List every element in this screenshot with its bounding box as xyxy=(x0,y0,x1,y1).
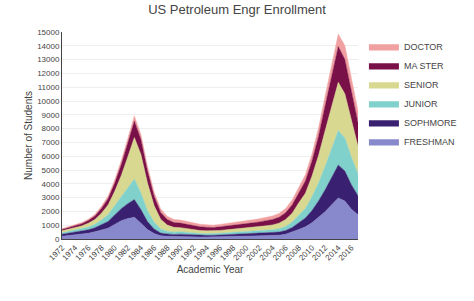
svg-text:1984: 1984 xyxy=(126,243,145,262)
svg-text:8000: 8000 xyxy=(42,124,60,133)
svg-text:2008: 2008 xyxy=(284,243,303,262)
svg-text:DOCTOR: DOCTOR xyxy=(404,42,443,52)
svg-text:5000: 5000 xyxy=(42,166,60,175)
svg-text:4000: 4000 xyxy=(42,180,60,189)
svg-text:1994: 1994 xyxy=(192,243,211,262)
svg-text:SENIOR: SENIOR xyxy=(404,80,439,90)
svg-text:2000: 2000 xyxy=(231,243,250,262)
svg-text:Academic Year: Academic Year xyxy=(177,264,244,275)
svg-text:2016: 2016 xyxy=(337,243,356,262)
svg-text:US Petroleum Engr Enrollment: US Petroleum Engr Enrollment xyxy=(148,2,326,17)
svg-text:11000: 11000 xyxy=(38,83,60,92)
svg-text:2014: 2014 xyxy=(324,243,343,262)
svg-text:0: 0 xyxy=(55,235,60,244)
svg-text:10000: 10000 xyxy=(37,97,60,106)
svg-text:1978: 1978 xyxy=(87,243,106,262)
svg-text:JUNIOR: JUNIOR xyxy=(404,99,438,109)
svg-text:2002: 2002 xyxy=(245,243,264,262)
svg-text:1988: 1988 xyxy=(153,243,172,262)
svg-text:1972: 1972 xyxy=(47,243,66,262)
svg-text:7000: 7000 xyxy=(42,138,60,147)
svg-text:14000: 14000 xyxy=(37,42,60,51)
svg-text:1998: 1998 xyxy=(218,243,237,262)
svg-text:2012: 2012 xyxy=(310,243,329,262)
svg-text:3000: 3000 xyxy=(42,193,60,202)
svg-text:Number of Students: Number of Students xyxy=(23,91,34,180)
svg-text:2004: 2004 xyxy=(258,243,277,262)
svg-text:6000: 6000 xyxy=(42,152,60,161)
svg-text:9000: 9000 xyxy=(42,111,60,120)
svg-text:1996: 1996 xyxy=(205,243,224,262)
svg-text:1976: 1976 xyxy=(74,243,93,262)
svg-text:1982: 1982 xyxy=(113,243,132,262)
svg-text:FRESHMAN: FRESHMAN xyxy=(404,137,455,147)
svg-text:2010: 2010 xyxy=(297,243,316,262)
svg-text:15000: 15000 xyxy=(37,28,60,37)
svg-text:1992: 1992 xyxy=(179,243,198,262)
svg-text:1000: 1000 xyxy=(42,221,60,230)
svg-text:1986: 1986 xyxy=(139,243,158,262)
svg-text:12000: 12000 xyxy=(37,69,60,78)
svg-text:SOPHMORE: SOPHMORE xyxy=(404,118,457,128)
svg-text:2000: 2000 xyxy=(42,207,60,216)
svg-text:1990: 1990 xyxy=(166,243,185,262)
svg-text:MA STER: MA STER xyxy=(404,61,444,71)
svg-text:1980: 1980 xyxy=(100,243,119,262)
svg-text:1974: 1974 xyxy=(60,243,79,262)
svg-text:13000: 13000 xyxy=(37,55,60,64)
svg-text:2006: 2006 xyxy=(271,243,290,262)
